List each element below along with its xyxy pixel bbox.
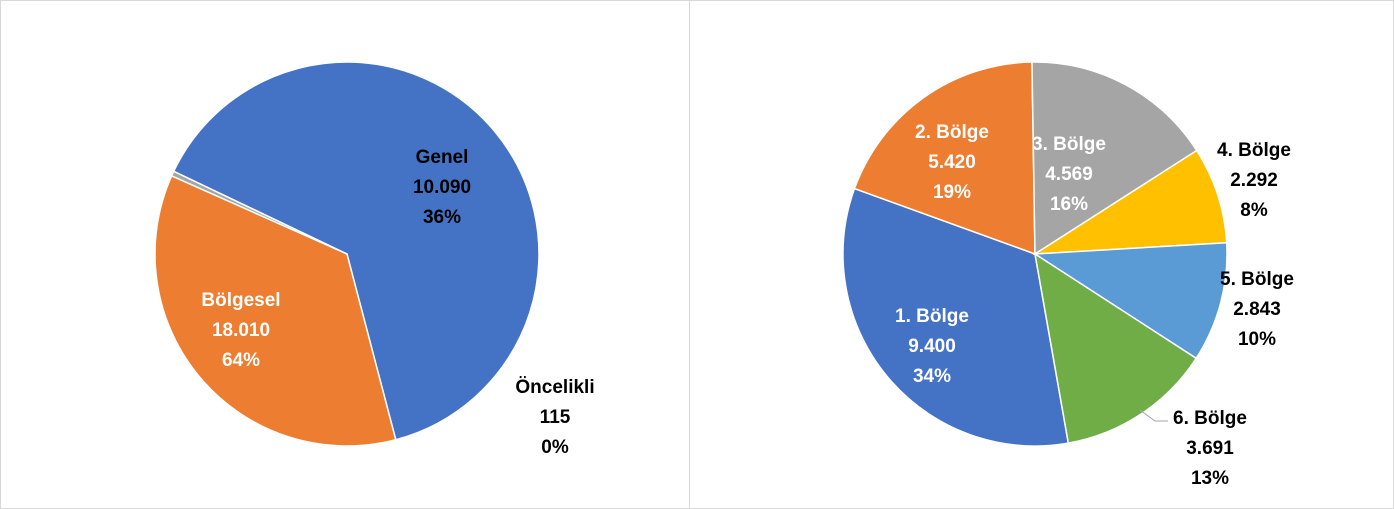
data-label-3-bolge: 3. Bölge 4.569 16%	[1032, 134, 1106, 215]
data-label-2-bolge: 2. Bölge 5.420 19%	[915, 122, 989, 203]
label-percent: 64%	[222, 350, 260, 371]
chart-panel-left: Bölgesel 18.010 64% Genel 10.090 36% Öncelikli…	[0, 0, 690, 509]
label-category: Genel	[416, 147, 469, 168]
data-label-genel: Genel 10.090 36%	[413, 147, 471, 228]
pie-slice-genel	[154, 174, 397, 447]
label-value: 115	[540, 407, 571, 428]
label-value: 2.843	[1233, 299, 1281, 320]
label-category: 5. Bölge	[1220, 269, 1294, 290]
data-label-6-bolge: 6. Bölge 3.691 13%	[1173, 408, 1247, 489]
label-value: 3.691	[1186, 438, 1234, 459]
pie-slice-2-bolge	[853, 61, 1036, 256]
label-percent: 19%	[933, 182, 971, 203]
label-category: 1. Bölge	[895, 306, 969, 327]
pie-chart-right: 1. Bölge 9.400 34% 2. Bölge 5.420 19% 3. Bölge…	[842, 61, 1294, 489]
pie-slice-5-bolge	[1032, 241, 1228, 360]
label-category: 2. Bölge	[915, 122, 989, 143]
pie-slice-3-bolge	[1031, 61, 1198, 256]
label-value: 10.090	[413, 177, 471, 198]
label-percent: 10%	[1238, 329, 1276, 350]
pie-slice-6-bolge	[1033, 252, 1198, 444]
label-category: Öncelikli	[515, 377, 594, 398]
pie-slice-bolgesel	[172, 61, 540, 441]
label-percent: 16%	[1050, 194, 1088, 215]
label-value: 9.400	[908, 336, 956, 357]
label-category: 6. Bölge	[1173, 408, 1247, 429]
label-value: 4.569	[1045, 164, 1093, 185]
label-category: 3. Bölge	[1032, 134, 1106, 155]
pie-slice-4-bolge	[1032, 149, 1228, 255]
pie-slice-oncelikli	[170, 170, 348, 255]
leader-line	[1139, 409, 1168, 422]
label-category: 4. Bölge	[1217, 140, 1291, 161]
label-value: 2.292	[1230, 170, 1278, 191]
label-value: 5.420	[928, 152, 976, 173]
pie-chart-left: Bölgesel 18.010 64% Genel 10.090 36% Öncelikli…	[154, 61, 595, 458]
label-percent: 13%	[1191, 468, 1229, 489]
data-label-oncelikli: Öncelikli 115 0%	[515, 377, 594, 458]
label-percent: 0%	[541, 437, 569, 458]
label-category: Bölgesel	[201, 290, 280, 311]
data-label-5-bolge: 5. Bölge 2.843 10%	[1220, 269, 1294, 350]
data-label-bolgesel: Bölgesel 18.010 64%	[201, 290, 280, 371]
data-label-1-bolge: 1. Bölge 9.400 34%	[895, 306, 969, 387]
label-percent: 36%	[423, 207, 461, 228]
chart-panel-right: 1. Bölge 9.400 34% 2. Bölge 5.420 19% 3. Bölge…	[689, 0, 1394, 509]
label-percent: 34%	[913, 366, 951, 387]
label-percent: 8%	[1240, 200, 1268, 221]
data-label-4-bolge: 4. Bölge 2.292 8%	[1217, 140, 1291, 221]
label-value: 18.010	[212, 320, 270, 341]
pie-slice-1-bolge	[842, 187, 1070, 447]
